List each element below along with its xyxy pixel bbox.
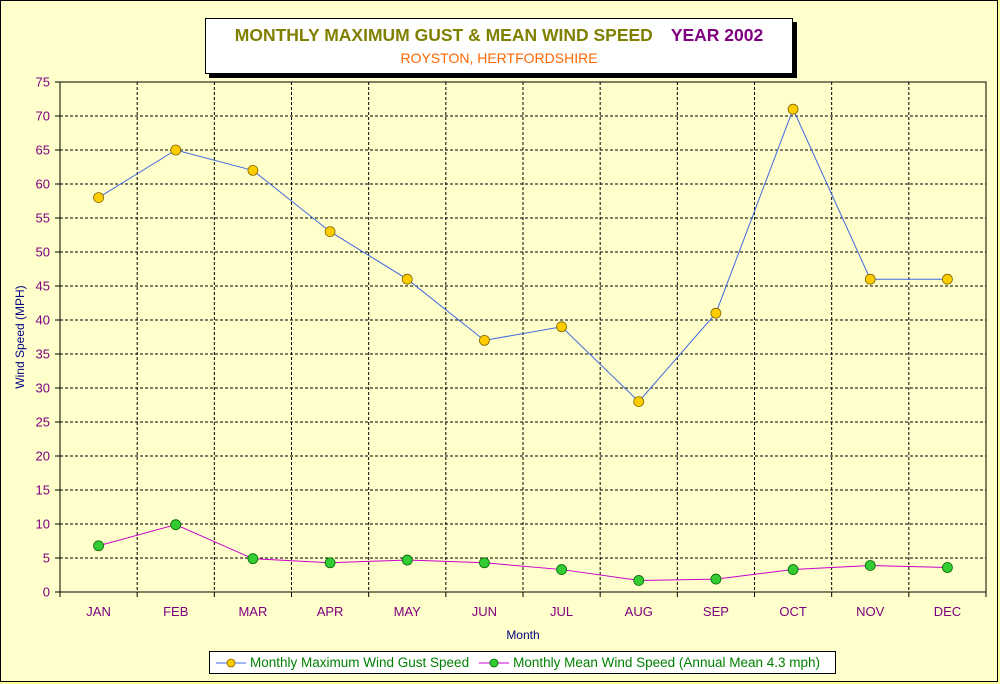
data-point-mean [247,553,259,565]
chart-subtitle: ROYSTON, HERTFORDSHIRE [400,50,598,66]
data-point-mean [556,564,567,575]
legend-item-mean: Monthly Mean Wind Speed (Annual Mean 4.3… [473,655,820,670]
y-tick-label: 45 [36,279,50,294]
chart-title: MONTHLY MAXIMUM GUST & MEAN WIND SPEED [234,25,653,45]
y-tick-label: 5 [43,551,50,566]
series-layer [93,103,953,586]
x-tick-label: MAR [238,604,267,619]
data-point-gust [556,321,567,333]
data-point-mean [633,575,645,586]
chart-title-line: MONTHLY MAXIMUM GUST & MEAN WIND SPEED YE… [206,25,792,46]
data-point-mean [324,557,336,569]
chart-title-year: YEAR 2002 [670,25,764,45]
x-tick-label: OCT [779,604,807,619]
data-point-gust [170,144,182,156]
legend-item-gust: Monthly Maximum Wind Gust Speed [210,655,469,670]
x-tick-label: APR [317,604,344,619]
y-tick-label: 10 [36,517,50,532]
legend-swatch-gust [216,658,246,667]
data-point-gust [93,192,104,204]
x-tick-label: DEC [934,604,961,619]
data-point-mean [787,564,799,575]
data-point-mean [170,519,182,531]
legend-label-mean: Monthly Mean Wind Speed (Annual Mean 4.3… [513,655,821,670]
series-line-mean [98,524,948,581]
data-point-gust [479,334,490,346]
legend-label-gust: Monthly Maximum Wind Gust Speed [250,655,470,670]
y-tick-label: 0 [43,585,50,600]
data-point-gust [787,103,799,115]
x-axis-label: Month [506,628,539,642]
x-tick-label: SEP [703,604,729,619]
x-tick-label: AUG [625,604,653,619]
data-point-gust [324,226,336,238]
x-tick-label: MAY [394,604,422,619]
legend: Monthly Maximum Wind Gust Speed Monthly … [209,651,836,674]
y-tick-label: 30 [36,381,50,396]
data-point-gust [401,273,413,285]
y-tick-label: 75 [36,75,50,90]
data-point-gust [942,273,953,285]
x-tick-labels: JAN FEB MAR APR MAY JUN JUL AUG SEP OCT NOV DEC [86,604,961,619]
x-tick-label: NOV [856,604,885,619]
y-tick-label: 40 [36,313,50,328]
y-tick-label: 25 [36,415,50,430]
data-point-mean [942,562,953,573]
grid-lines [55,81,987,597]
x-tick-label: JAN [86,604,111,619]
data-point-gust [710,307,722,319]
y-tick-label: 35 [36,347,50,362]
series-line-gust [98,107,948,403]
y-tick-label: 65 [36,143,50,158]
data-point-mean [93,540,104,552]
legend-swatch-mean [479,658,510,667]
y-tick-label: 15 [36,483,50,498]
x-tick-label: JUN [472,604,497,619]
x-tick-label: FEB [163,604,188,619]
data-point-mean [710,573,722,585]
data-point-mean [479,557,490,569]
data-point-mean [864,560,876,571]
data-point-gust [247,164,259,176]
y-tick-labels: 0 5 10 15 20 25 30 35 40 45 50 55 60 65 70 75 [36,75,50,600]
y-tick-label: 50 [36,245,50,260]
y-axis-label: Wind Speed (MPH) [13,285,27,388]
x-tick-label: JUL [550,604,573,619]
data-point-gust [633,396,645,408]
chart-title-box: MONTHLY MAXIMUM GUST & MEAN WIND SPEED YE… [205,18,793,74]
y-tick-label: 60 [36,177,50,192]
y-tick-label: 70 [36,109,50,124]
y-tick-label: 20 [36,449,50,464]
y-tick-label: 55 [36,211,50,226]
data-point-mean [401,554,413,566]
data-point-gust [864,273,876,285]
